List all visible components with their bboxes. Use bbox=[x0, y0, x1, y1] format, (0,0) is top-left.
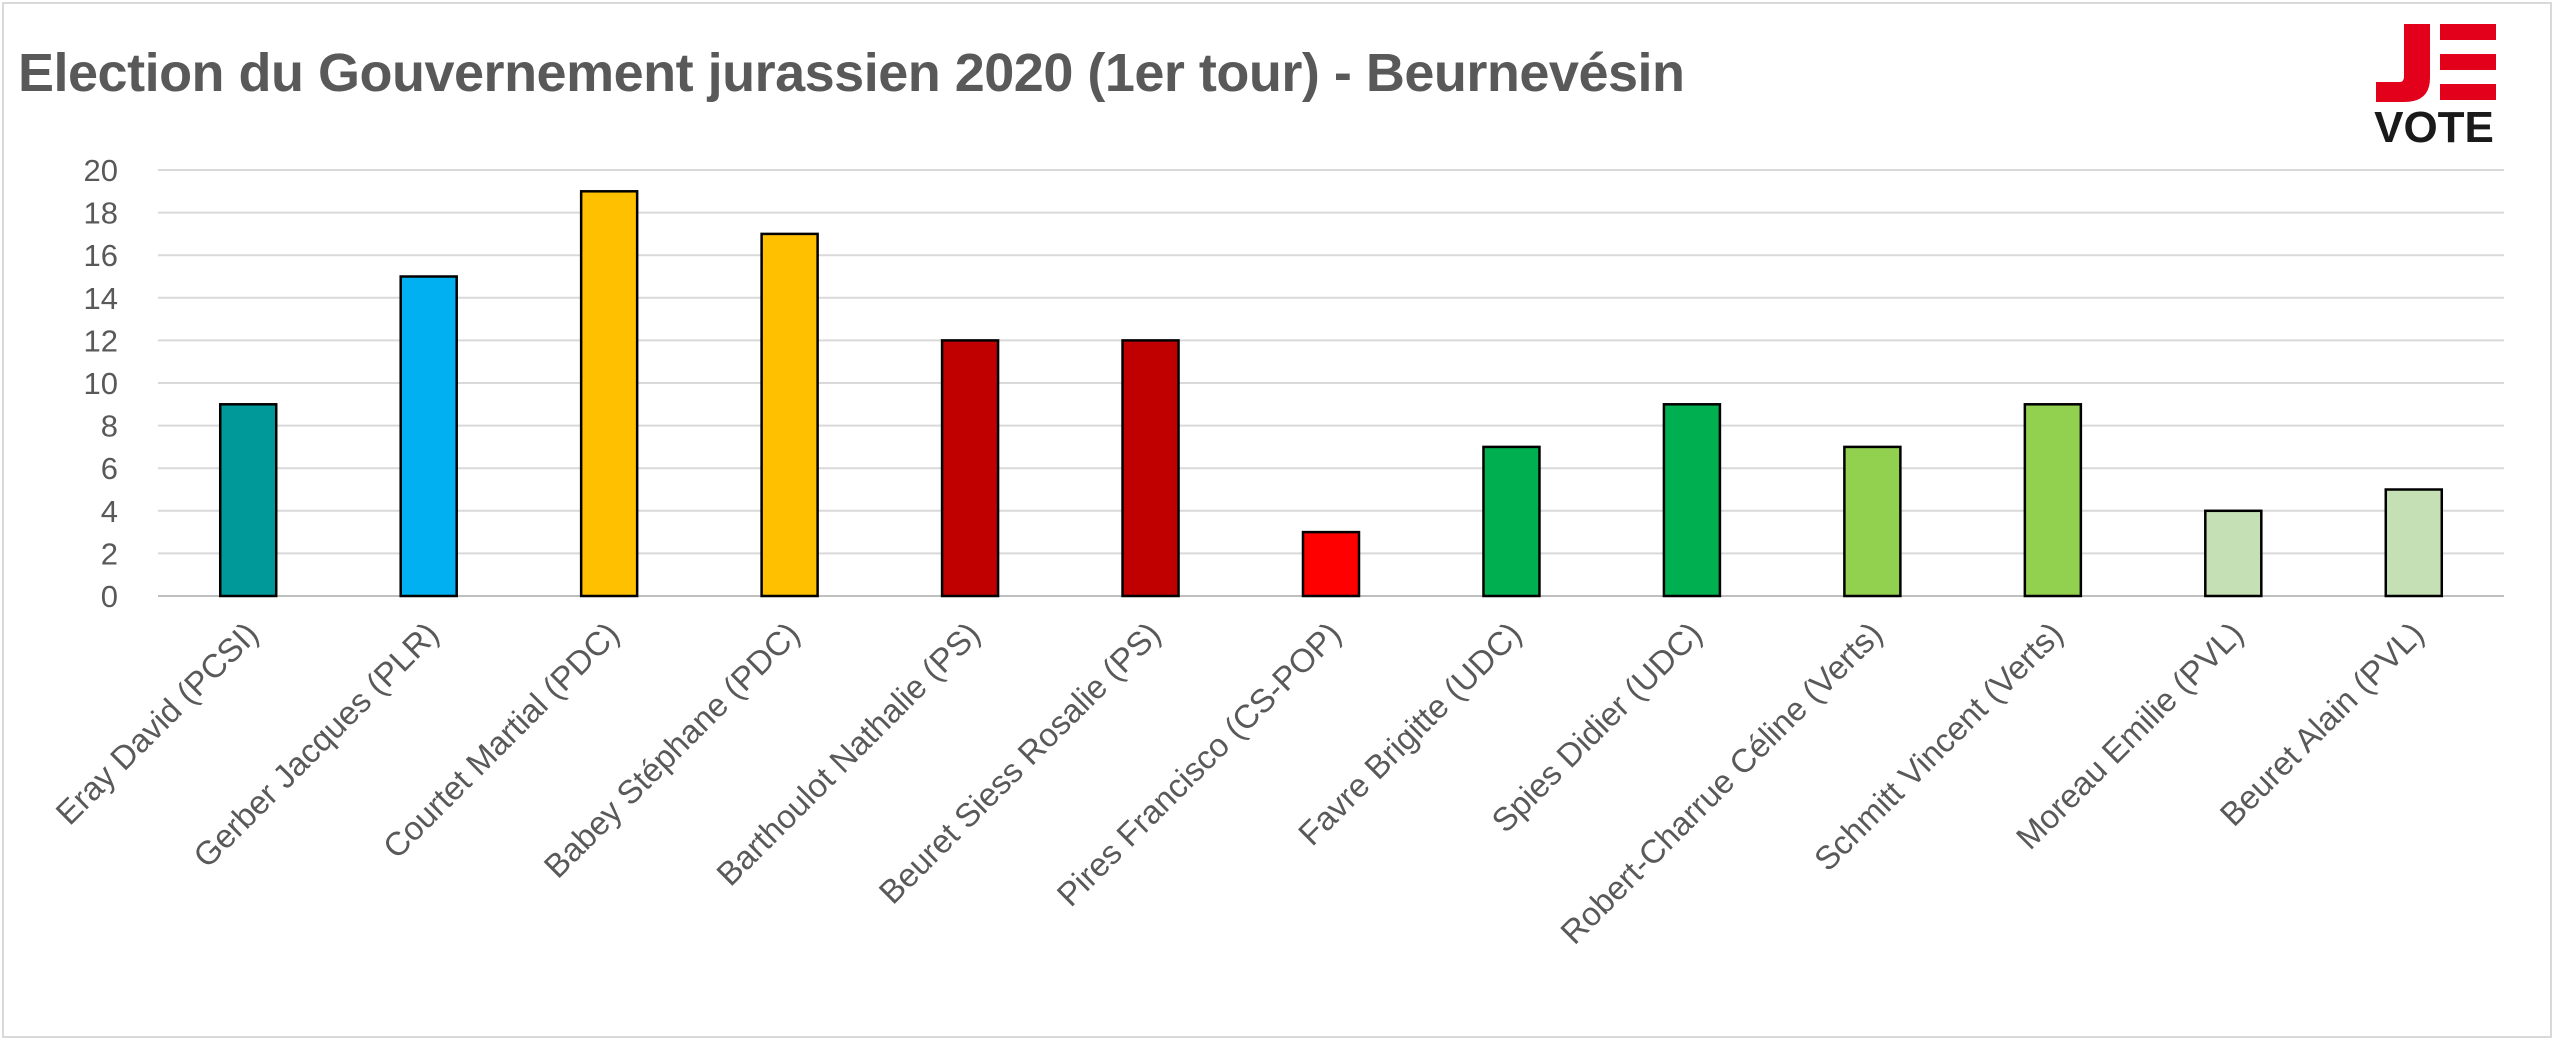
bar bbox=[2204, 509, 2263, 598]
x-category-label: Eray David (PCSI) bbox=[48, 615, 265, 832]
x-category-label: Robert-Charrue Céline (Verts) bbox=[1553, 615, 1889, 951]
bar bbox=[1482, 445, 1541, 598]
y-tick-label: 4 bbox=[101, 494, 118, 529]
y-tick-label: 18 bbox=[84, 196, 118, 231]
y-tick-label: 12 bbox=[84, 323, 118, 358]
y-tick-label: 14 bbox=[84, 281, 118, 316]
y-tick-label: 6 bbox=[101, 451, 118, 486]
bar bbox=[1843, 445, 1902, 598]
x-axis-labels: Eray David (PCSI)Gerber Jacques (PLR)Cou… bbox=[48, 615, 2430, 951]
bar bbox=[2384, 488, 2444, 598]
y-tick-label: 0 bbox=[101, 579, 118, 614]
y-tick-label: 2 bbox=[101, 536, 118, 571]
bar bbox=[1121, 339, 1180, 598]
chart-title: Election du Gouvernement jurassien 2020 … bbox=[18, 43, 1685, 103]
bar bbox=[579, 190, 639, 598]
je-vote-logo: VOTE bbox=[2374, 24, 2496, 146]
logo-vote-text: VOTE bbox=[2374, 103, 2494, 146]
y-tick-label: 20 bbox=[84, 153, 118, 188]
y-tick-label: 10 bbox=[84, 366, 118, 401]
bar bbox=[2023, 403, 2083, 598]
logo-j-shape bbox=[2376, 24, 2430, 102]
logo-e-stripe-top bbox=[2440, 24, 2496, 40]
y-tick-label: 8 bbox=[101, 409, 118, 444]
bar bbox=[760, 232, 819, 598]
bar bbox=[218, 403, 278, 598]
bar bbox=[940, 339, 1000, 598]
logo-e-stripe-bottom bbox=[2440, 84, 2496, 100]
x-category-label: Pires Francisco (CS-POP) bbox=[1050, 615, 1348, 913]
bar bbox=[1301, 530, 1361, 598]
bars bbox=[218, 190, 2444, 598]
logo-e-stripe-mid bbox=[2440, 54, 2496, 70]
bar bbox=[1662, 403, 1722, 598]
x-category-label: Beuret Alain (PVL) bbox=[2213, 615, 2431, 833]
y-tick-label: 16 bbox=[84, 238, 118, 273]
gridlines bbox=[158, 169, 2504, 597]
y-axis-ticks: 0 2 4 6 8 10 12 14 16 18 20 bbox=[84, 153, 118, 614]
bar bbox=[399, 275, 458, 598]
